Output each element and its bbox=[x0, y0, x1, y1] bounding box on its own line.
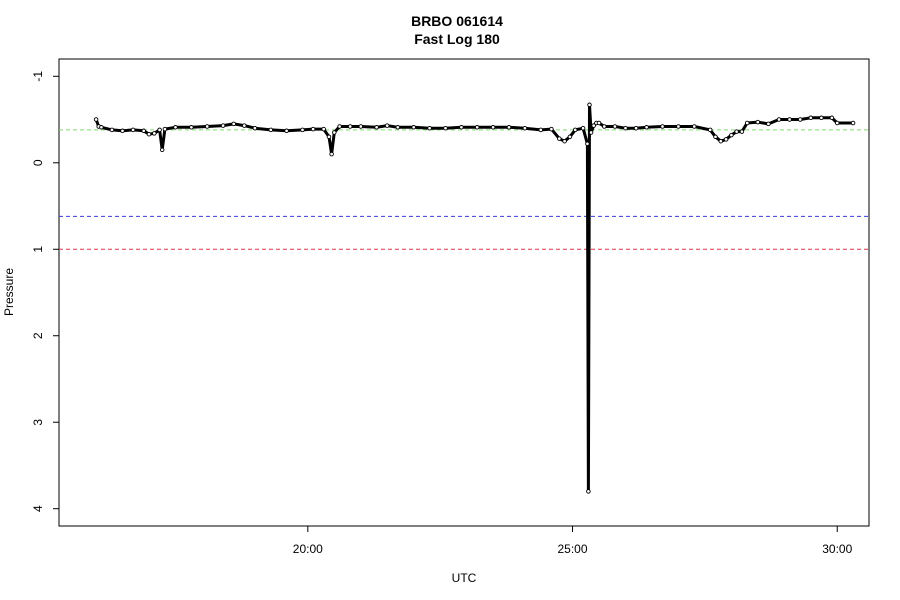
data-point bbox=[633, 125, 639, 131]
data-point bbox=[173, 125, 178, 130]
chart-title: BRBO 061614 bbox=[411, 13, 503, 29]
data-point bbox=[99, 125, 104, 130]
y-tick-label: 3 bbox=[31, 419, 45, 426]
series-line-0 bbox=[94, 103, 854, 493]
data-point bbox=[602, 124, 607, 129]
data-point bbox=[776, 117, 782, 122]
data-point bbox=[411, 125, 416, 130]
data-point bbox=[580, 125, 586, 131]
data-point bbox=[159, 147, 165, 153]
data-point bbox=[808, 115, 814, 121]
data-point bbox=[522, 125, 528, 131]
data-point bbox=[797, 117, 803, 122]
data-point bbox=[587, 102, 592, 108]
data-point bbox=[321, 126, 326, 132]
data-point bbox=[766, 121, 771, 127]
x-tick-label: 25:00 bbox=[558, 542, 588, 556]
chart-subtitle: Fast Log 180 bbox=[414, 31, 500, 47]
data-point bbox=[157, 127, 162, 133]
data-point bbox=[120, 128, 125, 134]
data-point bbox=[596, 120, 602, 126]
data-point bbox=[310, 126, 316, 132]
data-point bbox=[538, 127, 544, 133]
x-tick-label: 20:00 bbox=[293, 542, 323, 556]
y-axis: -1 0 1 2 3 4 bbox=[31, 71, 59, 512]
data-point bbox=[834, 120, 840, 126]
y-tick-label: 0 bbox=[31, 159, 45, 166]
data-point bbox=[819, 115, 824, 121]
data-point bbox=[739, 129, 745, 134]
data-point bbox=[427, 125, 432, 131]
y-tick-label: -1 bbox=[31, 71, 45, 82]
data-point bbox=[242, 123, 247, 128]
data-point bbox=[326, 134, 332, 140]
data-point bbox=[284, 128, 289, 134]
data-point bbox=[829, 115, 835, 121]
x-axis-label: UTC bbox=[452, 571, 477, 585]
data-point bbox=[443, 125, 448, 131]
data-point bbox=[713, 134, 718, 140]
data-point bbox=[591, 123, 596, 128]
plot-frame bbox=[58, 58, 870, 527]
data-point bbox=[707, 127, 713, 133]
data-point bbox=[585, 141, 590, 147]
data-point bbox=[612, 124, 618, 129]
data-point bbox=[141, 128, 146, 134]
data-point bbox=[744, 120, 750, 126]
data-point bbox=[358, 124, 364, 129]
data-point bbox=[676, 124, 681, 129]
data-point bbox=[660, 124, 665, 129]
data-point bbox=[549, 126, 554, 132]
data-point bbox=[588, 130, 594, 135]
data-point bbox=[572, 127, 578, 133]
data-point bbox=[474, 125, 480, 130]
data-point bbox=[729, 132, 734, 138]
data-point bbox=[718, 138, 724, 144]
data-point bbox=[787, 117, 792, 122]
data-point bbox=[337, 124, 342, 129]
data-point bbox=[152, 131, 157, 136]
data-point bbox=[231, 121, 236, 127]
data-point bbox=[300, 127, 305, 133]
data-point bbox=[162, 126, 168, 132]
data-point bbox=[459, 125, 464, 130]
y-axis-label: Pressure bbox=[2, 268, 16, 316]
data-point bbox=[93, 117, 99, 122]
x-axis: 20:00 25:00 30:00 bbox=[293, 526, 853, 556]
data-point bbox=[562, 138, 567, 144]
y-tick-label: 2 bbox=[31, 332, 45, 339]
data-point bbox=[755, 119, 761, 125]
data-point bbox=[723, 137, 729, 142]
x-tick-label: 30:00 bbox=[822, 542, 852, 556]
data-point bbox=[220, 123, 226, 128]
data-point bbox=[268, 127, 274, 133]
data-series bbox=[93, 102, 856, 494]
data-point bbox=[734, 129, 739, 134]
data-point bbox=[850, 120, 856, 126]
y-tick-label: 1 bbox=[31, 246, 45, 253]
data-point bbox=[557, 136, 562, 141]
data-point bbox=[586, 489, 591, 494]
data-point bbox=[329, 151, 334, 157]
data-point bbox=[347, 124, 353, 129]
data-point bbox=[506, 125, 512, 130]
data-point bbox=[692, 124, 697, 129]
data-point bbox=[490, 125, 496, 130]
data-point bbox=[252, 125, 258, 131]
data-point bbox=[130, 127, 136, 133]
data-point bbox=[374, 125, 379, 130]
reference-lines bbox=[59, 129, 869, 250]
data-point bbox=[109, 127, 115, 133]
data-point bbox=[204, 124, 210, 129]
data-point bbox=[146, 131, 152, 137]
y-tick-label: 4 bbox=[31, 505, 45, 512]
data-point bbox=[644, 125, 649, 130]
data-point bbox=[384, 123, 390, 128]
data-point bbox=[623, 125, 628, 131]
data-point bbox=[395, 125, 401, 130]
data-point bbox=[332, 130, 337, 135]
data-point bbox=[189, 125, 194, 130]
data-point bbox=[567, 134, 573, 140]
